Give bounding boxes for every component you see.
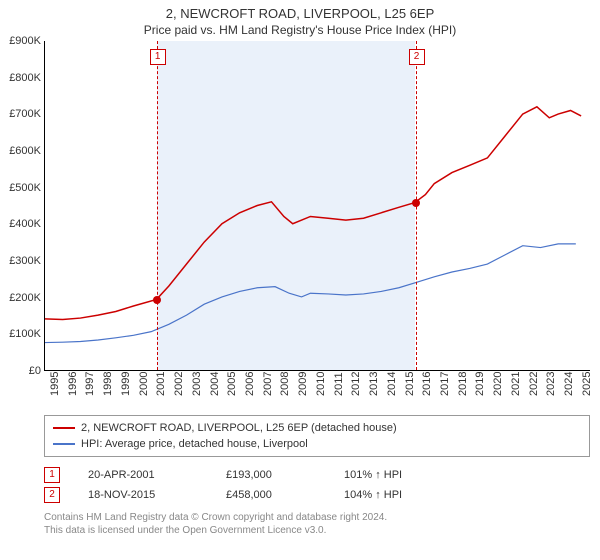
legend-row: HPI: Average price, detached house, Live… [53, 436, 581, 452]
x-tick-label: 2005 [226, 372, 238, 396]
y-tick-label: £800K [1, 72, 41, 84]
x-tick-label: 2001 [155, 372, 167, 396]
y-tick-label: £600K [1, 145, 41, 157]
sale-marker: 2 [44, 487, 60, 503]
marker-dot-1 [153, 296, 161, 304]
chart-subtitle: Price paid vs. HM Land Registry's House … [0, 21, 600, 41]
x-tick-label: 1995 [49, 372, 61, 396]
x-tick-label: 1999 [120, 372, 132, 396]
marker-line-1 [157, 41, 158, 370]
sale-date: 20-APR-2001 [88, 469, 198, 481]
sale-pct: 101% ↑ HPI [344, 469, 402, 481]
y-tick-label: £200K [1, 292, 41, 304]
x-tick-label: 2008 [279, 372, 291, 396]
y-tick-label: £100K [1, 328, 41, 340]
series-hpi [45, 244, 576, 343]
marker-box-2: 2 [409, 49, 425, 65]
x-tick-label: 2003 [191, 372, 203, 396]
sale-row: 2 18-NOV-2015 £458,000 104% ↑ HPI [44, 485, 590, 505]
y-tick-label: £500K [1, 182, 41, 194]
y-tick-label: £400K [1, 218, 41, 230]
footer-line2: This data is licensed under the Open Gov… [44, 524, 590, 537]
x-tick-label: 2017 [439, 372, 451, 396]
y-tick-label: £900K [1, 35, 41, 47]
footer: Contains HM Land Registry data © Crown c… [44, 511, 590, 537]
x-tick-label: 2010 [315, 372, 327, 396]
x-tick-label: 2011 [333, 372, 345, 396]
footer-line1: Contains HM Land Registry data © Crown c… [44, 511, 590, 524]
x-tick-label: 2023 [545, 372, 557, 396]
x-tick-label: 2009 [297, 372, 309, 396]
sale-pct: 104% ↑ HPI [344, 489, 402, 501]
chart-title: 2, NEWCROFT ROAD, LIVERPOOL, L25 6EP [0, 0, 600, 21]
x-tick-label: 2018 [457, 372, 469, 396]
x-tick-label: 2024 [563, 372, 575, 396]
sale-price: £458,000 [226, 489, 316, 501]
x-tick-label: 2014 [386, 372, 398, 396]
x-tick-label: 2020 [492, 372, 504, 396]
x-tick-label: 2015 [404, 372, 416, 396]
marker-dot-2 [412, 199, 420, 207]
sales-table: 1 20-APR-2001 £193,000 101% ↑ HPI 2 18-NOV-20… [44, 465, 590, 505]
x-tick-label: 1998 [102, 372, 114, 396]
y-tick-label: £0 [1, 365, 41, 377]
legend-row: 2, NEWCROFT ROAD, LIVERPOOL, L25 6EP (de… [53, 420, 581, 436]
sale-price: £193,000 [226, 469, 316, 481]
legend-swatch [53, 427, 75, 429]
x-tick-label: 2000 [138, 372, 150, 396]
x-tick-label: 2019 [474, 372, 486, 396]
sale-marker: 1 [44, 467, 60, 483]
x-tick-label: 2021 [510, 372, 522, 396]
x-tick-label: 2016 [421, 372, 433, 396]
sale-row: 1 20-APR-2001 £193,000 101% ↑ HPI [44, 465, 590, 485]
sale-date: 18-NOV-2015 [88, 489, 198, 501]
chart-container: 2, NEWCROFT ROAD, LIVERPOOL, L25 6EP Pri… [0, 0, 600, 560]
x-tick-label: 2022 [528, 372, 540, 396]
x-tick-label: 2007 [262, 372, 274, 396]
x-tick-label: 2012 [350, 372, 362, 396]
x-tick-label: 1997 [84, 372, 96, 396]
y-tick-label: £300K [1, 255, 41, 267]
y-tick-label: £700K [1, 108, 41, 120]
legend-label: HPI: Average price, detached house, Live… [81, 436, 308, 452]
legend-label: 2, NEWCROFT ROAD, LIVERPOOL, L25 6EP (de… [81, 420, 397, 436]
x-tick-label: 2002 [173, 372, 185, 396]
x-tick-label: 2025 [581, 372, 593, 396]
marker-box-1: 1 [150, 49, 166, 65]
legend-swatch [53, 443, 75, 445]
series-price_paid [45, 107, 581, 320]
legend: 2, NEWCROFT ROAD, LIVERPOOL, L25 6EP (de… [44, 415, 590, 457]
plot-area: £0£100K£200K£300K£400K£500K£600K£700K£80… [44, 41, 590, 371]
plot-svg [45, 41, 590, 370]
x-tick-label: 2013 [368, 372, 380, 396]
x-tick-label: 2006 [244, 372, 256, 396]
x-tick-label: 2004 [209, 372, 221, 396]
x-tick-label: 1996 [67, 372, 79, 396]
